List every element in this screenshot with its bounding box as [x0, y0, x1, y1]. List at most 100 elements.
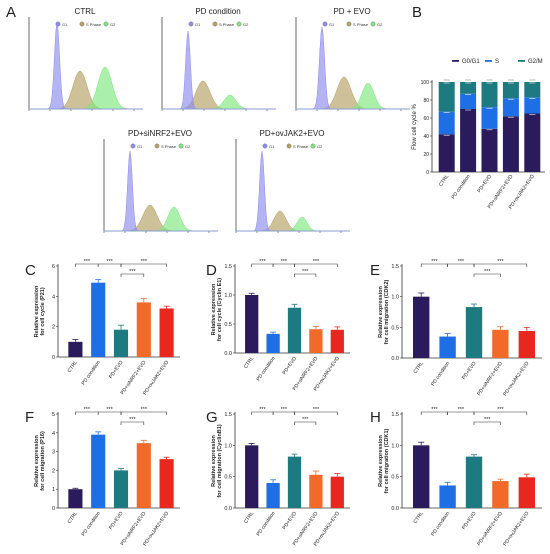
histogram-title: PD condition	[195, 7, 240, 16]
bar	[159, 308, 174, 357]
bar-chart-H: 0.0 0.5 1.0 1.5 Relative expression for cell …	[378, 407, 542, 547]
y-axis-label: for cell cycle (P21)	[40, 287, 46, 335]
stacked-bar-segment	[502, 116, 519, 172]
legend-marker	[236, 21, 242, 27]
x-tick-label: CTRL	[412, 511, 425, 525]
x-tick-label: PD condition	[81, 360, 102, 387]
bar	[245, 445, 259, 508]
y-tick-label: 0	[52, 506, 55, 512]
y-tick-label: 4	[52, 294, 55, 300]
significance-bracket	[120, 421, 145, 425]
panel-letter-F: F	[25, 409, 34, 426]
s-phase-peak	[296, 76, 410, 110]
bar	[245, 295, 259, 353]
x-tick-label: PD+EVO	[282, 511, 299, 531]
bar-chart-D: 0.0 0.5 1.0 1.5 Relative expression for cell …	[211, 259, 350, 392]
x-tick-label: CTRL	[412, 361, 425, 375]
significance-label: ***	[129, 269, 136, 275]
significance-label: ***	[106, 259, 113, 265]
y-tick-label: 6	[52, 264, 55, 270]
x-tick-label: CTRL	[243, 356, 256, 370]
stacked-bar-segment	[524, 97, 541, 114]
bar	[309, 329, 323, 353]
s-phase-peak	[29, 70, 143, 110]
significance-label: ***	[106, 407, 113, 413]
stacked-bar-segment	[481, 128, 498, 172]
bar	[266, 333, 280, 353]
y-tick-label: 40	[423, 134, 429, 140]
significance-label: ***	[302, 269, 309, 275]
histogram-title: PD+siNRF2+EVO	[128, 129, 192, 138]
panel-letter-H: H	[370, 409, 381, 426]
y-tick-label: 0.0	[391, 356, 399, 362]
significance-label: ***	[259, 407, 266, 413]
legend-label: G1	[269, 144, 275, 149]
stacked-bar-segment	[524, 113, 541, 172]
significance-label: ***	[141, 407, 148, 413]
y-tick-label: 4	[52, 431, 55, 437]
legend-marker	[154, 143, 160, 149]
y-tick-label: 2	[52, 468, 55, 474]
y-axis-label: Flow cell cycle %	[412, 104, 418, 150]
significance-label: ***	[84, 407, 91, 413]
bar	[465, 456, 483, 508]
histogram-title: CTRL	[75, 7, 96, 16]
legend-marker	[286, 143, 292, 149]
bar	[330, 476, 344, 508]
y-tick-label: 0	[52, 355, 55, 361]
stacked-bar-segment	[502, 98, 519, 117]
legend-marker	[262, 143, 268, 149]
y-axis-label: for cell migration (P16)	[40, 431, 46, 491]
panel-letter-A: A	[6, 4, 16, 21]
y-axis-label: for cell cycle (Cyclin E1)	[217, 278, 223, 341]
g2-peak	[162, 94, 276, 110]
significance-label: ***	[141, 259, 148, 265]
bar	[91, 282, 106, 357]
x-tick-label: PD+EVO	[108, 511, 125, 531]
significance-bracket	[294, 421, 317, 425]
y-tick-label: 100	[421, 80, 430, 86]
legend-label: G0/G1	[462, 59, 480, 65]
x-tick-label: PD condition	[81, 511, 102, 538]
x-tick-label: PD condition	[451, 174, 472, 201]
y-axis-label: Relative expression	[378, 435, 384, 487]
bar-chart-F: 0 1 2 3 4 5 Relative expression for cell migrat…	[34, 407, 180, 547]
significance-bracket	[120, 263, 167, 267]
histogram-panel: CTRL G1 S Phase G2	[28, 7, 143, 111]
x-tick-label: PD condition	[256, 356, 277, 383]
bar	[465, 307, 483, 358]
bar	[330, 329, 344, 353]
legend-label: S Phase	[219, 22, 235, 27]
bar	[136, 443, 151, 508]
legend-label: G1	[329, 22, 335, 27]
panel-letter-B: B	[412, 4, 422, 21]
significance-bracket	[473, 411, 528, 415]
x-tick-label: CTRL	[438, 174, 451, 188]
bar	[413, 296, 430, 358]
legend-label: S Phase	[86, 22, 102, 27]
legend-label: G2/M	[528, 59, 543, 65]
legend-label: G2	[243, 22, 249, 27]
y-tick-label: 0	[426, 170, 429, 176]
significance-label: ***	[458, 259, 465, 265]
y-tick-label: 1	[52, 487, 55, 493]
x-tick-label: PD+ovJAK2+EVO	[142, 360, 170, 397]
y-axis-label: for cell migration (CDK2)	[384, 279, 390, 344]
y-tick-label: 0.5	[224, 322, 232, 328]
stacked-bar-segment	[460, 109, 477, 172]
bar	[68, 341, 83, 357]
panel-letter-D: D	[206, 262, 217, 279]
bar	[136, 302, 151, 357]
panel-letter-E: E	[370, 262, 380, 279]
legend-marker	[103, 21, 109, 27]
bar-chart-C: 0 2 4 6 Relative expression for cell cycle (P…	[34, 259, 180, 396]
stacked-bar-segment	[481, 82, 498, 108]
y-tick-label: 20	[423, 152, 429, 158]
legend-swatch	[485, 60, 492, 62]
y-tick-label: 0.5	[391, 325, 399, 331]
legend-marker	[346, 21, 352, 27]
bar	[68, 489, 83, 508]
significance-label: ***	[302, 417, 309, 423]
bar	[159, 459, 174, 508]
